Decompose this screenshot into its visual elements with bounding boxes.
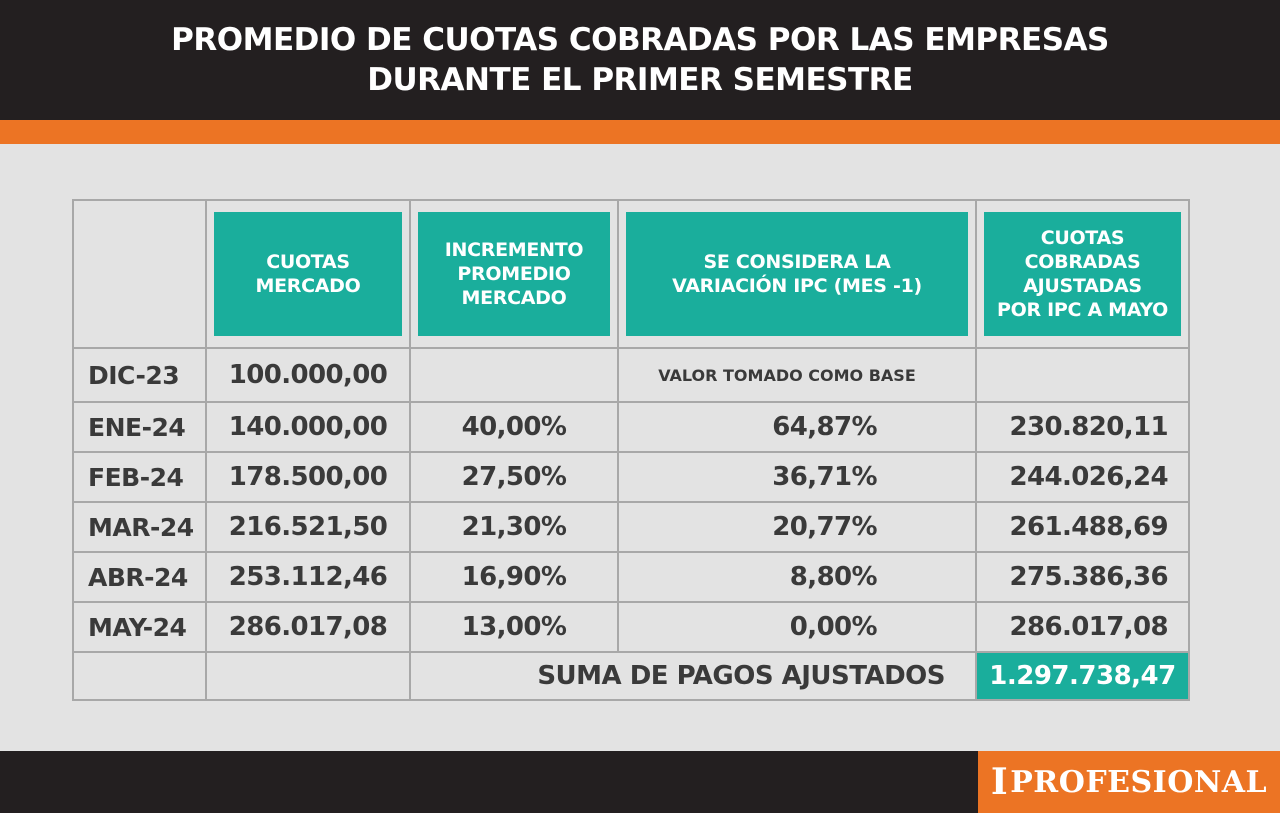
header-cuotas-mercado: CUOTAS MERCADO (214, 212, 402, 336)
incremento-cell: 13,00% (409, 601, 619, 653)
table-row: MAR-24 216.521,50 21,30% 20,77% 261.488,… (72, 501, 1190, 553)
orange-divider (0, 120, 1280, 144)
total-row: SUMA DE PAGOS AJUSTADOS 1.297.738,47 (72, 651, 1190, 701)
title-line-2: DURANTE EL PRIMER SEMESTRE (367, 62, 913, 98)
total-value: 1.297.738,47 (975, 651, 1190, 701)
header-cell-ipc: SE CONSIDERA LA VARIACIÓN IPC (MES -1) (617, 199, 977, 349)
incremento-cell: 40,00% (409, 401, 619, 453)
logo-text: PROFESIONAL (1010, 764, 1268, 800)
iprofesional-logo: I PROFESIONAL (978, 751, 1280, 813)
incremento-cell (409, 347, 619, 403)
cuota-cell: 100.000,00 (205, 347, 411, 403)
month-cell: ENE-24 (72, 401, 207, 453)
cuota-cell: 253.112,46 (205, 551, 411, 603)
cuota-cell: 286.017,08 (205, 601, 411, 653)
ajustada-cell: 261.488,69 (975, 501, 1190, 553)
title-line-1: PROMEDIO DE CUOTAS COBRADAS POR LAS EMPR… (171, 22, 1109, 58)
total-empty-cell (72, 651, 207, 701)
table-row: DIC-23 100.000,00 VALOR TOMADO COMO BASE (72, 347, 1190, 403)
base-note: VALOR TOMADO COMO BASE (617, 347, 977, 403)
total-label: SUMA DE PAGOS AJUSTADOS (409, 651, 977, 701)
header-variacion-ipc: SE CONSIDERA LA VARIACIÓN IPC (MES -1) (626, 212, 968, 336)
ajustada-cell: 286.017,08 (975, 601, 1190, 653)
incremento-cell: 27,50% (409, 451, 619, 503)
header-bar: PROMEDIO DE CUOTAS COBRADAS POR LAS EMPR… (0, 0, 1280, 120)
month-cell: DIC-23 (72, 347, 207, 403)
header-cell-ajustadas: CUOTAS COBRADAS AJUSTADAS POR IPC A MAYO (975, 199, 1190, 349)
table-row: FEB-24 178.500,00 27,50% 36,71% 244.026,… (72, 451, 1190, 503)
month-cell: MAR-24 (72, 501, 207, 553)
logo-initial: I (990, 761, 1009, 803)
cuota-cell: 216.521,50 (205, 501, 411, 553)
header-cell-cuotas: CUOTAS MERCADO (205, 199, 411, 349)
ajustada-cell (975, 347, 1190, 403)
header-cell-incremento: INCREMENTO PROMEDIO MERCADO (409, 199, 619, 349)
header-incremento: INCREMENTO PROMEDIO MERCADO (418, 212, 610, 336)
incremento-cell: 16,90% (409, 551, 619, 603)
ipc-cell: 0,00% (617, 601, 977, 653)
month-cell: FEB-24 (72, 451, 207, 503)
total-empty-cell (205, 651, 411, 701)
table-row: MAY-24 286.017,08 13,00% 0,00% 286.017,0… (72, 601, 1190, 653)
cuota-cell: 178.500,00 (205, 451, 411, 503)
ipc-cell: 20,77% (617, 501, 977, 553)
incremento-cell: 21,30% (409, 501, 619, 553)
ajustada-cell: 244.026,24 (975, 451, 1190, 503)
data-table: CUOTAS MERCADO INCREMENTO PROMEDIO MERCA… (72, 199, 1190, 701)
table-row: ABR-24 253.112,46 16,90% 8,80% 275.386,3… (72, 551, 1190, 603)
table-header-row: CUOTAS MERCADO INCREMENTO PROMEDIO MERCA… (72, 199, 1190, 349)
month-cell: ABR-24 (72, 551, 207, 603)
ipc-cell: 36,71% (617, 451, 977, 503)
ajustada-cell: 275.386,36 (975, 551, 1190, 603)
ajustada-cell: 230.820,11 (975, 401, 1190, 453)
cuota-cell: 140.000,00 (205, 401, 411, 453)
month-cell: MAY-24 (72, 601, 207, 653)
table-row: ENE-24 140.000,00 40,00% 64,87% 230.820,… (72, 401, 1190, 453)
ipc-cell: 64,87% (617, 401, 977, 453)
ipc-cell: 8,80% (617, 551, 977, 603)
header-cuotas-ajustadas: CUOTAS COBRADAS AJUSTADAS POR IPC A MAYO (984, 212, 1181, 336)
header-cell-empty (72, 199, 207, 349)
